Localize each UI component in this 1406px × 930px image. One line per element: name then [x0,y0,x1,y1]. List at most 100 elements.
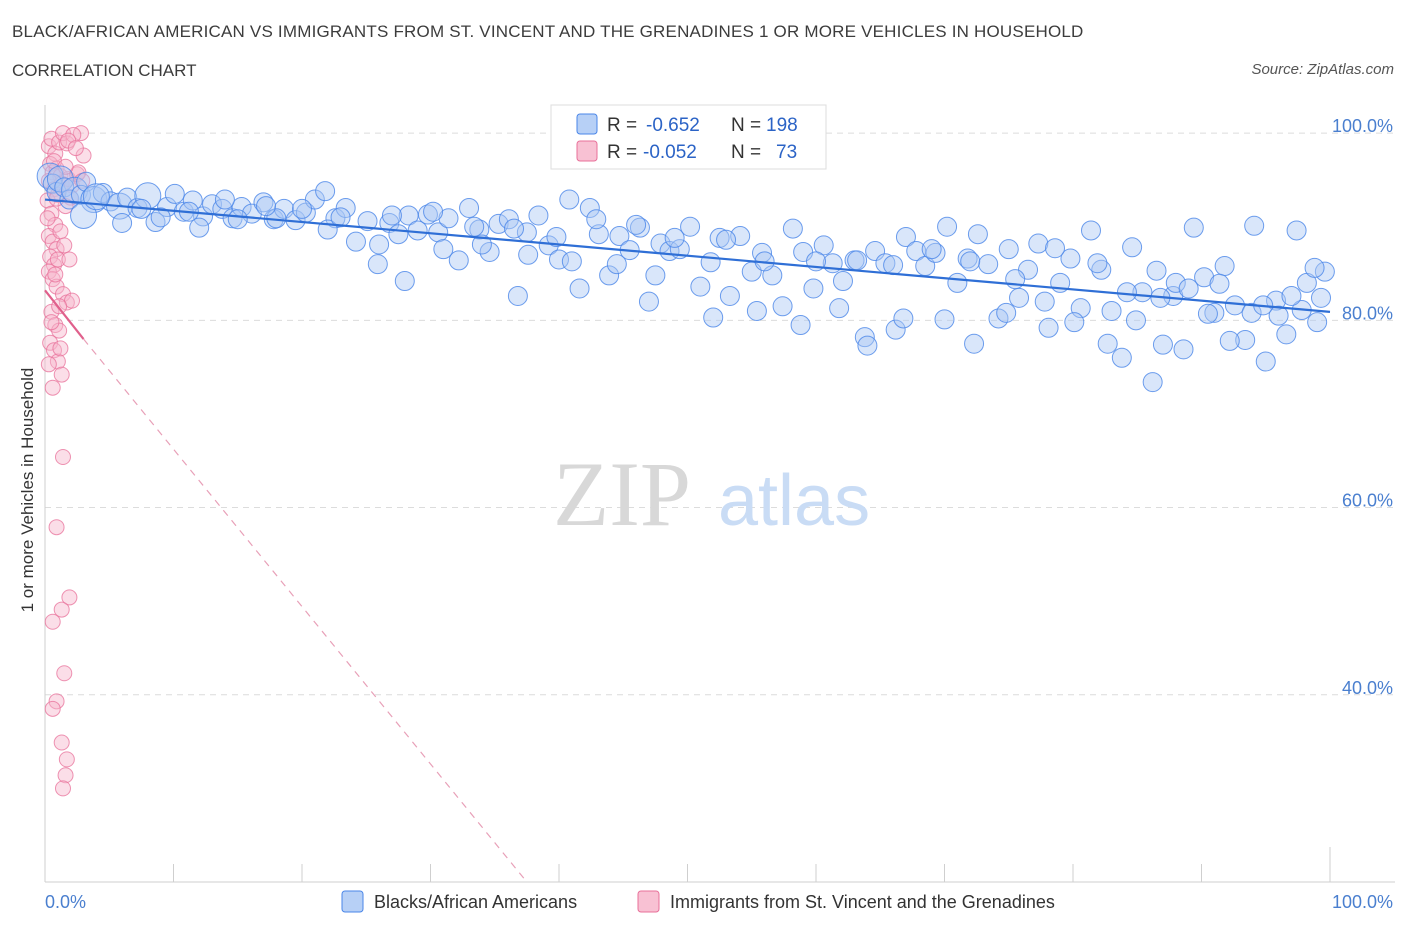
data-point-immigrants [48,693,65,710]
chart-title: BLACK/AFRICAN AMERICAN VS IMMIGRANTS FRO… [12,22,1084,41]
data-point-blacks [716,229,737,250]
legend-label-immigrants: Immigrants from St. Vincent and the Gren… [670,892,1055,912]
data-point-blacks [700,252,721,273]
data-point-blacks [54,177,75,198]
legend-n-value: 73 [776,142,797,163]
data-point-blacks [469,219,490,240]
y-tick-label: 40.0% [1342,678,1393,698]
data-point-immigrants [49,353,66,370]
data-point-immigrants [53,366,70,383]
data-point-blacks [1034,291,1055,312]
data-point-immigrants [54,780,71,797]
data-point-immigrants [44,271,61,288]
data-point-blacks [1146,260,1167,281]
data-point-blacks [885,319,906,340]
data-point-blacks [1286,220,1307,241]
data-point-blacks [925,242,946,263]
data-point-blacks [947,272,968,293]
data-point-blacks [561,251,582,272]
data-point-immigrants [56,665,73,682]
data-point-immigrants [54,448,71,465]
watermark-atlas: atlas [718,461,870,541]
data-point-blacks [719,285,740,306]
data-point-blacks [1224,295,1245,316]
data-point-blacks [1183,217,1204,238]
data-point-blacks [253,192,274,213]
data-point-blacks [1307,312,1328,333]
data-point-blacks [1173,339,1194,360]
y-tick-label: 100.0% [1332,116,1393,136]
y-tick-label: 60.0% [1342,491,1393,511]
data-point-blacks [857,335,878,356]
legend-r-label: R = [607,115,637,136]
data-point-blacks [934,309,955,330]
trend-lines [44,198,1331,883]
trend-line-blacks [44,198,1331,313]
data-point-blacks [1209,273,1230,294]
data-point-immigrants [42,334,59,351]
data-point-blacks [1125,310,1146,331]
data-point-blacks [664,227,685,248]
data-point-immigrants [43,130,60,147]
data-point-blacks [782,218,803,239]
data-point-blacks [182,190,203,211]
data-point-blacks [438,208,459,229]
data-point-blacks [1197,303,1218,324]
legend-n-label: N = [731,115,761,136]
data-point-blacks [459,197,480,218]
data-point-blacks [1087,253,1108,274]
data-point-immigrants [52,340,69,357]
chart-subtitle: CORRELATION CHART [12,61,197,80]
data-point-blacks [381,205,402,226]
legend-n-label: N = [731,142,761,163]
data-point-blacks [1116,282,1137,303]
data-point-blacks [599,265,620,286]
data-point-blacks [1266,290,1287,311]
data-point-blacks [92,182,113,203]
data-point-blacks [1064,312,1085,333]
data-point-immigrants [43,314,60,331]
data-point-immigrants [52,223,69,240]
data-point-blacks [967,224,988,245]
data-point-blacks [746,300,767,321]
data-point-blacks [546,226,567,247]
data-point-blacks [921,239,942,260]
data-point-blacks [549,249,569,270]
data-point-blacks [586,209,607,230]
data-point-blacks [1152,334,1173,355]
data-point-immigrants [44,379,61,396]
data-point-immigrants [48,519,65,536]
data-point-blacks [569,278,590,299]
data-point-immigrants [44,613,61,630]
data-point-blacks [1255,351,1276,372]
data-point-blacks [579,197,600,218]
trend-line-immigrants-extrapolated [83,338,528,883]
data-point-blacks [367,254,388,275]
data-point-blacks [214,189,235,210]
data-point-blacks [112,212,133,233]
data-point-blacks [606,254,627,275]
data-point-blacks [369,234,390,255]
data-point-blacks [292,198,312,219]
data-point-immigrants [61,251,78,268]
data-point-immigrants [53,601,70,618]
data-point-blacks [1097,333,1118,354]
watermark-zip: ZIP [553,443,691,545]
data-point-blacks [559,189,580,210]
watermark: ZIP atlas [553,443,870,545]
legend-swatch-pink [576,140,598,162]
data-point-blacks [1122,237,1143,258]
data-point-blacks [164,183,185,204]
data-point-blacks [498,209,519,230]
data-point-blacks [1142,372,1163,393]
legend-swatch-blue [576,113,598,135]
data-point-blacks [1219,330,1240,351]
data-point-blacks [1038,317,1059,338]
data-point-blacks [680,216,701,237]
trend-line-immigrants [44,289,85,340]
series-immigrants-points [39,125,92,797]
legend-r-value: -0.052 [643,142,697,163]
data-point-blacks [388,224,409,245]
legend-label-blacks: Blacks/African Americans [374,892,577,912]
data-point-blacks [998,239,1019,260]
